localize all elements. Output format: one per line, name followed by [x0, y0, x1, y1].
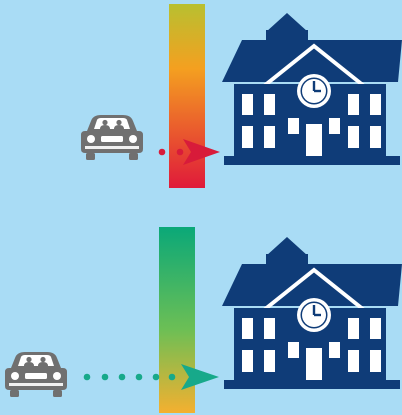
school-building-icon: [220, 11, 402, 167]
top-panel: [81, 4, 402, 188]
bottom-panel: [5, 227, 402, 413]
path-dots-red: [158, 148, 184, 156]
school-building-icon: [220, 235, 402, 391]
car-icon: [81, 115, 143, 160]
arrow-icon: [181, 364, 219, 390]
car-icon: [5, 352, 67, 397]
path-dots-green: [83, 373, 176, 381]
arrow-icon: [183, 139, 220, 165]
